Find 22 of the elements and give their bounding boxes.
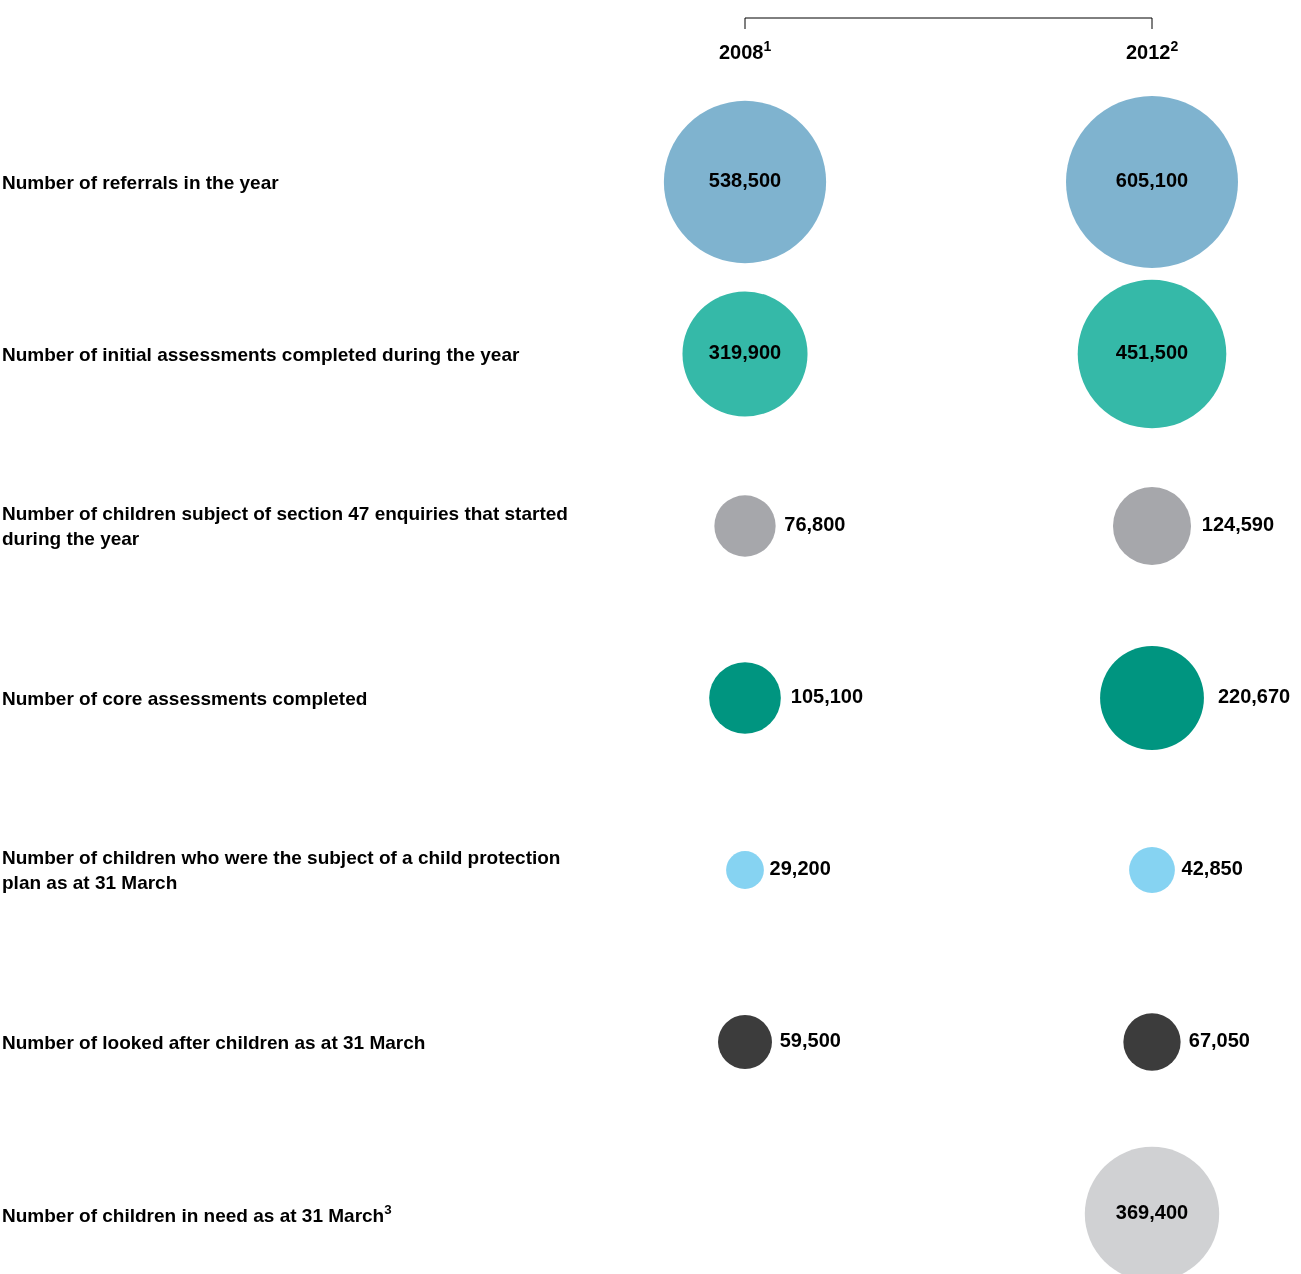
data-label: 59,500 — [779, 1029, 841, 1051]
data-label: 319,900 — [708, 341, 782, 363]
data-label: 538,500 — [708, 169, 782, 191]
data-label: 220,670 — [1217, 685, 1291, 707]
data-label: 124,590 — [1201, 513, 1275, 535]
category-label: Number of children who were the subject of a child protection plan as at 31 March — [2, 847, 561, 893]
data-label: 105,100 — [790, 685, 864, 707]
category-label: Number of core assessments completed — [2, 688, 368, 709]
data-label: 67,050 — [1188, 1029, 1250, 1051]
series-label: 2012$^{2}$ — [1126, 38, 1179, 64]
data-label: 451,500 — [1115, 341, 1189, 363]
data-label: 605,100 — [1115, 169, 1189, 191]
category-label: Number of looked after children as at 31 March — [2, 1032, 426, 1053]
data-label: 29,200 — [769, 857, 831, 879]
category-label: Number of initial assessments completed during the year — [2, 344, 520, 365]
category-label: Number of referrals in the year — [2, 172, 280, 193]
data-label: 369,400 — [1115, 1201, 1189, 1223]
data-label: 42,850 — [1181, 857, 1243, 879]
data-label: 76,800 — [784, 513, 846, 535]
text: 2008$^{1}$ — [719, 38, 772, 64]
category-label: Number of children in need as at 31 March$^{3}$ — [2, 1202, 392, 1226]
category-label: Number of children subject of section 47 enquiries that started during the year — [2, 503, 568, 549]
